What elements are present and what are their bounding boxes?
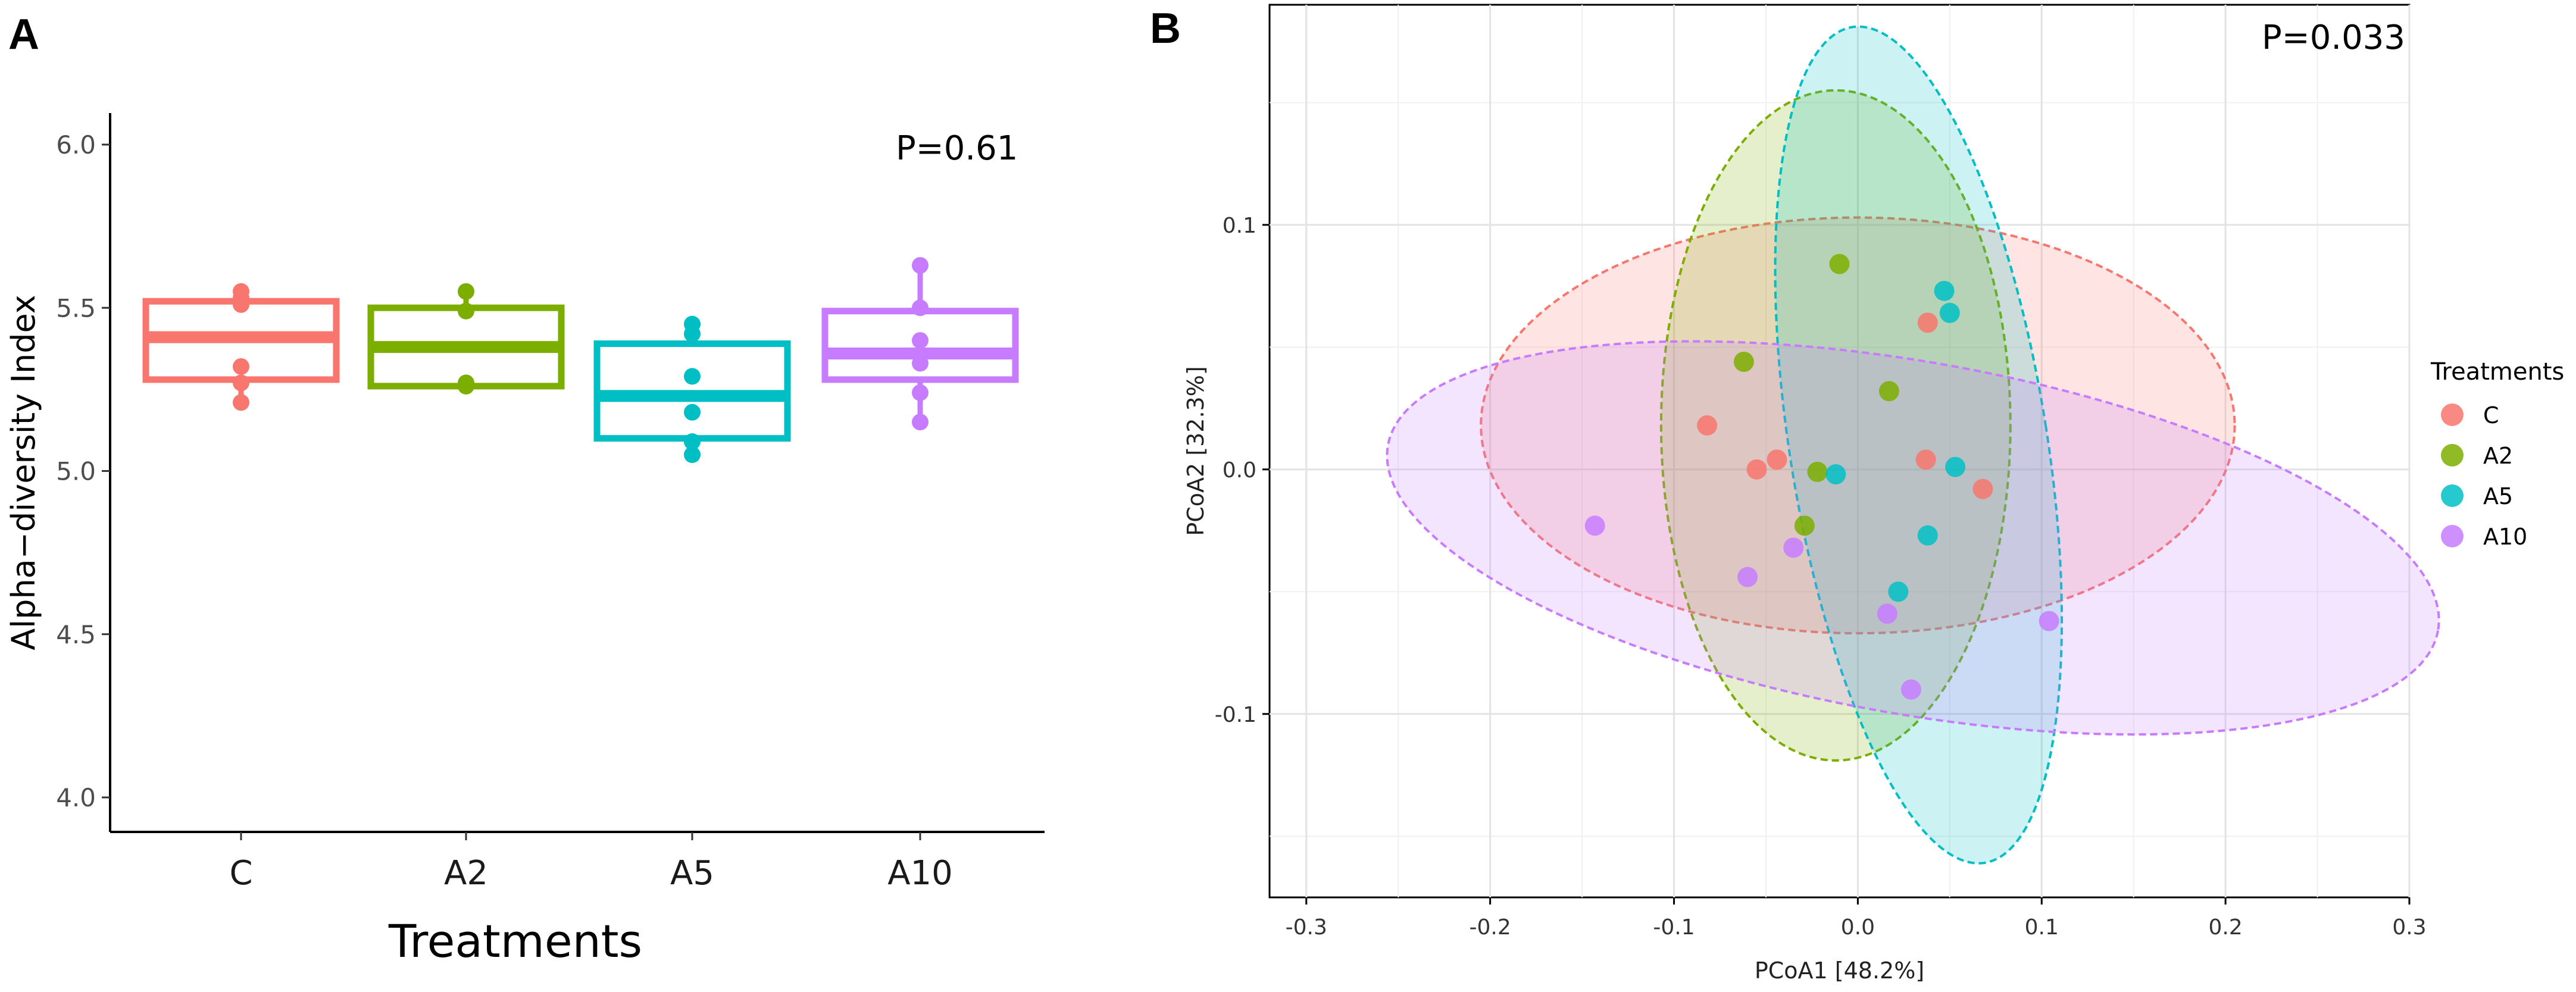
panel-a-boxplot: 4.0 4.5 5.0 5.5 6.0 C A2 A5 A10 P=0.61 Alpha−diver…	[5, 113, 1045, 968]
point-C	[1746, 459, 1767, 480]
legend-label: A2	[2483, 443, 2513, 469]
x-tick-label: -0.2	[1470, 915, 1511, 940]
data-point	[684, 403, 701, 421]
data-point	[912, 384, 929, 401]
data-point	[458, 302, 474, 320]
ellipse-A2	[1659, 89, 2012, 762]
legend-item-A5: A5	[2441, 483, 2513, 509]
point-A5	[1917, 525, 1938, 546]
x-axis-title: PCoA1 [48.2%]	[1755, 957, 1924, 984]
plot-area	[1268, 4, 2411, 899]
point-C	[1972, 478, 1993, 499]
data-point	[458, 377, 474, 395]
y-tick-label: 0.1	[1223, 214, 1256, 238]
legend-item-A2: A2	[2441, 443, 2513, 469]
legend-item-C: C	[2441, 402, 2499, 428]
y-tick-label: 4.0	[56, 783, 96, 812]
legend-swatch	[2441, 484, 2464, 507]
panel-b-letter: B	[1150, 5, 1181, 52]
point-A2	[1829, 254, 1850, 274]
ellipse-A5	[1774, 25, 2064, 865]
legend-item-A10: A10	[2441, 524, 2527, 550]
data-point	[233, 374, 249, 392]
legend-title: Treatments	[2430, 358, 2564, 386]
data-point	[233, 394, 249, 411]
data-point	[912, 332, 929, 349]
point-A5	[1934, 280, 1955, 301]
point-A2	[1794, 515, 1815, 536]
panel-b-pcoa: -0.3 -0.2 -0.1 0.0 0.1 0.2 0.3 -0.1 0.0 0.1 PCoA1 …	[1183, 4, 2564, 984]
point-A5	[1939, 302, 1960, 323]
x-tick-label: -0.1	[1653, 915, 1695, 940]
point-C	[1767, 449, 1787, 470]
y-tick-label: 5.5	[56, 293, 96, 323]
y-axis-title: PCoA2 [32.3%]	[1183, 366, 1209, 536]
x-tick-label: A2	[444, 854, 488, 893]
x-tick-label: 0.0	[1841, 915, 1875, 940]
y-tick-label: 0.0	[1223, 458, 1256, 483]
x-tick-label: C	[229, 854, 252, 893]
x-tick-label: -0.3	[1286, 915, 1327, 940]
point-A2	[1807, 461, 1828, 482]
data-point	[684, 368, 701, 385]
x-tick-label: 0.2	[2208, 915, 2242, 940]
y-axis-title: Alpha−diversity Index	[5, 295, 42, 650]
data-point	[912, 256, 929, 274]
ellipse-A10	[1386, 340, 2440, 736]
point-A2	[1733, 352, 1754, 372]
y-tick-label: 5.0	[56, 457, 96, 486]
x-tick-label: A5	[670, 854, 714, 893]
legend-swatch	[2441, 403, 2464, 426]
data-point	[684, 433, 701, 450]
point-A10	[1900, 679, 1921, 700]
data-point	[912, 355, 929, 372]
p-value-label: P=0.61	[896, 129, 1018, 168]
data-point	[912, 299, 929, 317]
data-point	[233, 358, 249, 375]
legend-label: A5	[2483, 483, 2513, 509]
y-tick-label: 6.0	[56, 130, 96, 159]
data-point	[684, 446, 701, 464]
point-C	[1697, 415, 1718, 436]
point-A2	[1878, 381, 1899, 402]
legend-swatch	[2441, 444, 2464, 467]
point-A5	[1825, 464, 1846, 485]
legend: Treatments C A2 A5 A10	[2430, 358, 2564, 550]
panel-a-letter: A	[8, 11, 39, 58]
point-C	[1915, 449, 1936, 470]
point-A5	[1945, 456, 1966, 477]
point-C	[1917, 312, 1938, 333]
x-tick-label: A10	[887, 854, 953, 893]
x-axis-title: Treatments	[388, 915, 642, 968]
point-A10	[1877, 603, 1897, 624]
x-tick-label: 0.3	[2392, 915, 2426, 940]
x-tick-label: 0.1	[2025, 915, 2059, 940]
point-A10	[2039, 611, 2059, 631]
legend-label: A10	[2483, 524, 2527, 550]
y-tick-label: 4.5	[56, 620, 96, 649]
data-point	[684, 326, 701, 343]
legend-label: C	[2483, 402, 2499, 428]
point-A5	[1888, 581, 1909, 602]
y-tick-label: -0.1	[1215, 703, 1256, 727]
data-point	[912, 414, 929, 431]
legend-swatch	[2441, 525, 2464, 547]
data-point	[233, 296, 249, 313]
data-point	[458, 283, 474, 300]
point-A10	[1584, 515, 1605, 536]
point-A10	[1783, 537, 1804, 558]
p-value-label: P=0.033	[2262, 18, 2405, 57]
point-A10	[1737, 567, 1758, 587]
